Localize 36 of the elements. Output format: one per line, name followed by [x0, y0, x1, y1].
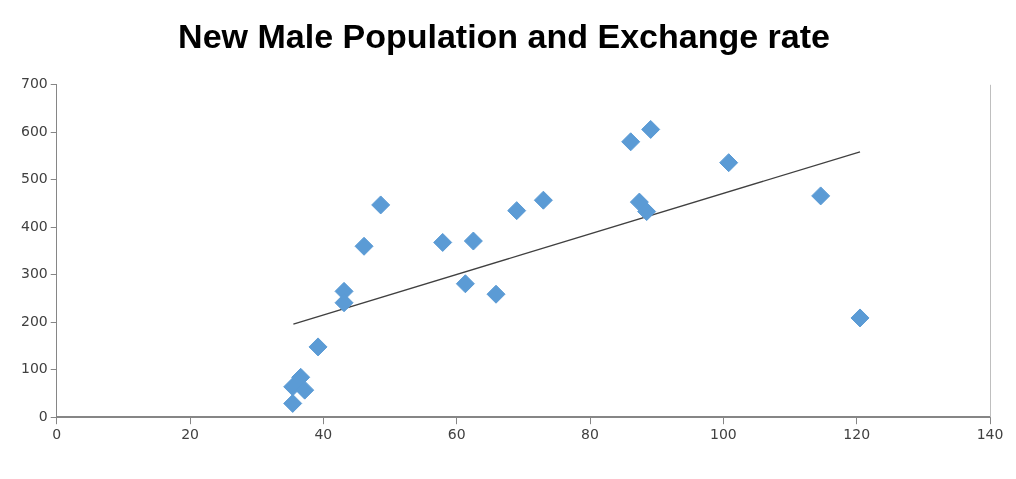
y-tick-label: 500: [20, 170, 48, 187]
point: [641, 119, 661, 139]
y-tick-label: 200: [20, 312, 48, 329]
x-tick-label: 140: [976, 426, 1004, 443]
point: [463, 231, 483, 251]
y-tick-label: 100: [20, 360, 48, 377]
y-tick-label: 700: [20, 75, 48, 92]
x-tick-label: 80: [581, 426, 599, 443]
x-tick-label: 60: [447, 426, 466, 443]
point: [629, 192, 649, 212]
point: [850, 308, 870, 328]
point: [433, 232, 453, 252]
point: [371, 195, 391, 215]
point: [533, 190, 553, 210]
point: [486, 284, 506, 304]
x-tick-label: 20: [181, 426, 199, 443]
point: [455, 274, 475, 294]
chart-title: New Male Population and Exchange rate: [178, 16, 830, 55]
point: [354, 236, 374, 256]
point: [719, 153, 739, 173]
point: [637, 202, 657, 222]
y-tick-label: 600: [20, 122, 48, 139]
point: [308, 337, 328, 357]
x-tick-label: 120: [843, 426, 871, 443]
x-tick-label: 100: [709, 426, 737, 443]
point: [507, 201, 527, 221]
y-tick-label: 400: [20, 217, 48, 234]
x-tick-label: 0: [52, 426, 62, 443]
point: [291, 367, 311, 387]
y-tick-label: 300: [20, 265, 48, 282]
point: [295, 380, 315, 400]
point: [621, 132, 641, 152]
point: [283, 393, 303, 413]
point: [811, 186, 831, 206]
y-tick-label: 0: [38, 407, 48, 424]
x-tick-label: 40: [314, 426, 333, 443]
